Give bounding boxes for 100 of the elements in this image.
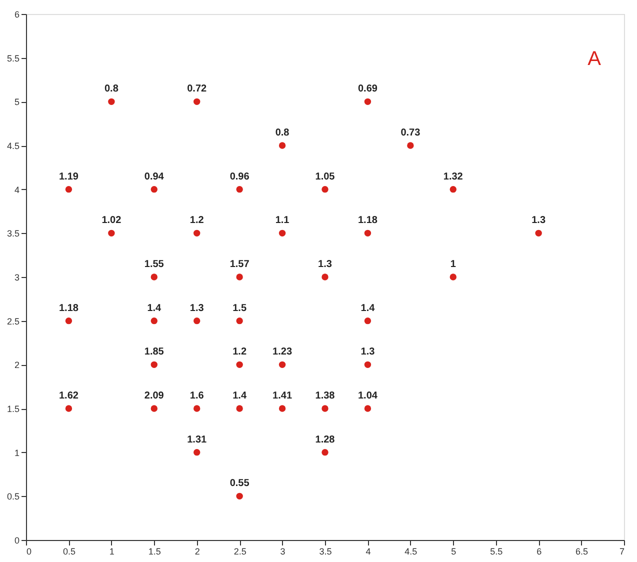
x-tick-label: 4.5 — [404, 546, 418, 556]
x-tick-label: 3 — [280, 546, 286, 556]
x-tick-label: 6.5 — [576, 546, 588, 556]
point — [150, 405, 158, 412]
annotation: 1.1 — [275, 215, 290, 226]
annotation: 0.55 — [230, 478, 250, 490]
point — [236, 492, 243, 500]
y-tick-label: 3 — [14, 272, 20, 282]
point — [278, 405, 286, 412]
x-tick-label: 0.5 — [62, 546, 76, 556]
annotation: 0.73 — [400, 128, 421, 138]
point — [236, 361, 243, 368]
annotation: 1.18 — [58, 302, 79, 314]
x-tick-label: 6 — [536, 546, 542, 556]
point — [194, 230, 200, 237]
y-tick-label: 0 — [14, 536, 20, 546]
annotation: 1.02 — [102, 215, 122, 226]
y-tick-label: 1.5 — [6, 404, 20, 414]
annotation: 1.31 — [187, 434, 208, 446]
point — [65, 186, 72, 193]
point — [194, 448, 200, 456]
annotation: 1.04 — [358, 390, 378, 402]
point — [364, 230, 372, 237]
annotation: 1.23 — [272, 346, 292, 358]
x-tick-label: 0 — [26, 546, 32, 556]
annotation: 0.96 — [230, 171, 250, 182]
annotation: 0.8 — [104, 84, 119, 95]
annotation: 1.19 — [58, 171, 79, 182]
annotation: 1.85 — [144, 346, 164, 358]
point — [407, 142, 414, 149]
point — [535, 230, 542, 237]
annotation: 1 — [450, 259, 456, 270]
y-tick-label: 5 — [14, 97, 20, 108]
point — [278, 230, 286, 237]
point — [150, 361, 158, 368]
point — [322, 274, 328, 280]
x-tick-label: 5.5 — [490, 546, 503, 556]
annotation: 1.2 — [232, 346, 247, 358]
point — [150, 186, 158, 193]
x-tick-label: 2 — [194, 546, 200, 556]
annotation: 1.3 — [190, 302, 204, 314]
y-tick-label: 3.5 — [6, 228, 20, 239]
point — [364, 405, 372, 412]
point — [65, 405, 72, 412]
point — [150, 317, 158, 324]
annotation: 1.28 — [315, 434, 336, 446]
x-tick-label: 7 — [619, 546, 624, 556]
annotation: 0.69 — [358, 84, 378, 95]
y-tick-label: 1 — [14, 448, 20, 458]
point — [322, 405, 328, 412]
x-tick-label: 1 — [109, 546, 114, 556]
point — [150, 274, 158, 280]
point — [450, 274, 456, 280]
annotation: 1.2 — [190, 215, 204, 226]
point — [364, 317, 372, 324]
annotation: 1.4 — [360, 302, 376, 314]
point — [236, 274, 243, 280]
point — [194, 405, 200, 412]
point — [65, 317, 72, 324]
annotation: 1.05 — [315, 171, 336, 182]
y-tick-label: 2 — [14, 360, 20, 370]
annotation: 1.4 — [147, 302, 162, 314]
x-tick-label: 3.5 — [319, 546, 332, 556]
annotation: 1.5 — [232, 302, 247, 314]
annotation: 1.3 — [532, 215, 546, 226]
y-tick-label: 2.5 — [6, 316, 20, 326]
annotation: 1.62 — [58, 390, 79, 402]
annotation: 2.09 — [144, 390, 164, 402]
annotation: 0.72 — [187, 84, 208, 95]
annotation: 1.32 — [443, 171, 464, 182]
x-tick-label: 1.5 — [148, 546, 161, 556]
point — [278, 142, 286, 149]
x-tick-label: 2.5 — [234, 546, 246, 556]
point — [450, 186, 456, 193]
annotation: 1.41 — [272, 390, 292, 402]
point — [236, 186, 243, 193]
point — [236, 405, 243, 412]
point — [322, 186, 328, 193]
annotation: 1.57 — [230, 259, 250, 270]
y-tick-label: 4.5 — [6, 141, 20, 151]
annotation: A — [588, 48, 602, 70]
annotation: 1.18 — [358, 215, 378, 226]
point — [236, 317, 243, 324]
y-tick-label: 6 — [14, 10, 20, 20]
point — [108, 98, 115, 106]
annotation: 1.3 — [318, 259, 332, 270]
point — [108, 230, 115, 237]
y-tick-label: 0.5 — [6, 492, 20, 502]
y-tick-label: 4 — [14, 184, 20, 195]
point — [194, 317, 200, 324]
y-tick-label: 5.5 — [6, 53, 20, 64]
annotation: 1.3 — [360, 346, 376, 358]
annotation: 0.8 — [275, 128, 290, 138]
point — [364, 98, 372, 106]
annotation: 1.55 — [144, 259, 164, 270]
annotation: 0.94 — [144, 171, 164, 182]
point — [278, 361, 286, 368]
point — [322, 448, 328, 456]
point — [194, 98, 200, 106]
annotation: 1.38 — [315, 390, 336, 402]
